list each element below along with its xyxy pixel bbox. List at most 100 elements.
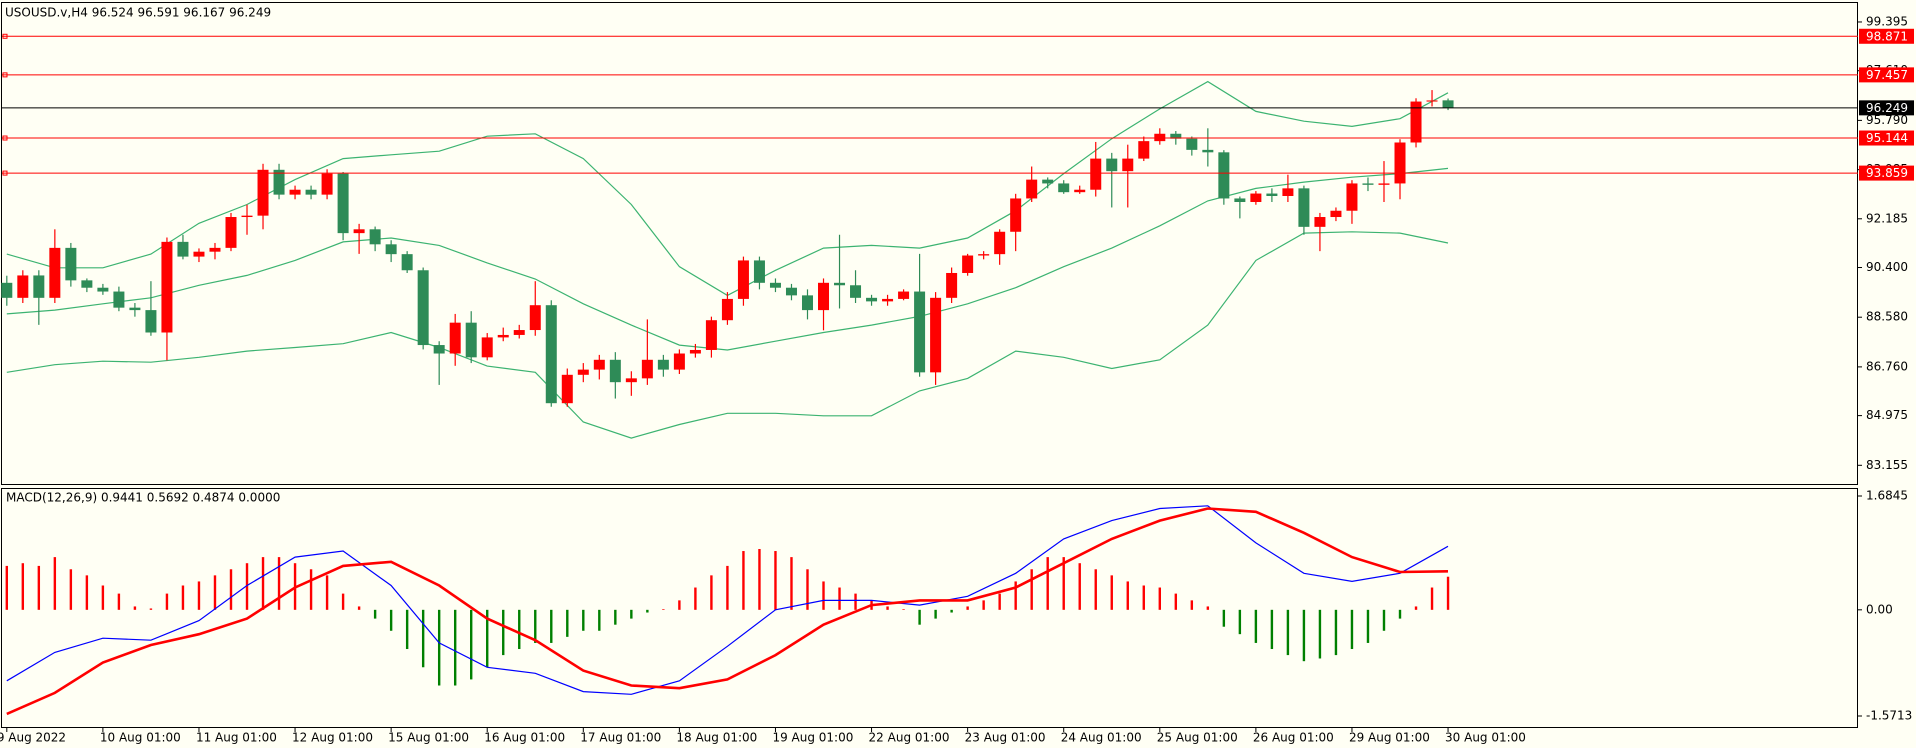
candle-body bbox=[65, 247, 77, 281]
candle-body bbox=[882, 298, 894, 302]
candle-body bbox=[369, 229, 381, 245]
histogram-bar bbox=[149, 608, 153, 610]
candle-body bbox=[353, 229, 365, 234]
histogram-bar bbox=[790, 557, 793, 610]
candle-body bbox=[385, 244, 397, 255]
histogram-bar bbox=[998, 593, 1001, 610]
y-tick-label: 0.00 bbox=[1866, 602, 1893, 616]
histogram-bar bbox=[566, 609, 569, 637]
candle-body bbox=[113, 291, 125, 308]
candle-body bbox=[1106, 158, 1118, 172]
candle-body bbox=[898, 291, 910, 299]
y-tick-label: 92.185 bbox=[1866, 211, 1908, 225]
candle-body bbox=[321, 173, 333, 195]
histogram-bar bbox=[21, 563, 25, 610]
histogram-bar bbox=[726, 565, 729, 610]
histogram-bar bbox=[357, 606, 361, 610]
x-tick-label: 18 Aug 01:00 bbox=[676, 731, 757, 745]
candle-body bbox=[129, 307, 141, 311]
candle-body bbox=[1378, 183, 1390, 185]
candle-body bbox=[994, 231, 1006, 255]
candle-body bbox=[1090, 158, 1102, 190]
candle-body bbox=[241, 215, 253, 218]
level-label: 98.871 bbox=[1866, 29, 1908, 43]
candle-body bbox=[401, 254, 413, 271]
x-tick-label: 29 Aug 01:00 bbox=[1349, 731, 1430, 745]
candle-body bbox=[433, 345, 445, 354]
candle-body bbox=[1, 282, 13, 298]
candle-body bbox=[257, 169, 269, 216]
candle-body bbox=[1074, 189, 1086, 193]
histogram-bar bbox=[1270, 609, 1274, 650]
histogram-bar bbox=[181, 585, 185, 610]
candle-body bbox=[1330, 210, 1342, 218]
histogram-bar bbox=[614, 609, 617, 625]
level-label-box bbox=[1859, 165, 1914, 181]
bollinger-middle bbox=[6, 167, 1449, 351]
candle-body bbox=[737, 260, 749, 299]
candle-body bbox=[337, 173, 349, 234]
x-tick-label: 22 Aug 01:00 bbox=[869, 731, 950, 745]
histogram-bar bbox=[854, 593, 857, 610]
histogram-bar bbox=[678, 600, 681, 610]
level-label-box bbox=[1859, 67, 1914, 83]
x-tick-label: 23 Aug 01:00 bbox=[965, 731, 1046, 745]
level-marker bbox=[2, 135, 8, 141]
y-tick-label: 99.395 bbox=[1866, 14, 1908, 28]
candle-body bbox=[673, 353, 685, 370]
histogram-bar bbox=[53, 557, 57, 610]
candle-body bbox=[577, 369, 589, 375]
histogram-bar bbox=[1446, 576, 1450, 610]
histogram-bar bbox=[213, 575, 217, 610]
signal-line bbox=[6, 507, 1449, 716]
histogram-bar bbox=[37, 565, 41, 610]
candle-body bbox=[1010, 198, 1022, 232]
y-tick-label: -1.5713 bbox=[1866, 709, 1912, 723]
candle-body bbox=[705, 320, 717, 350]
histogram-bar bbox=[261, 557, 265, 610]
candle-body bbox=[1394, 142, 1406, 184]
candle-body bbox=[1410, 101, 1422, 143]
candle-body bbox=[1250, 193, 1262, 203]
histogram-bar bbox=[405, 609, 409, 650]
candle-body bbox=[657, 359, 669, 370]
candle-body bbox=[209, 247, 221, 252]
candle-body bbox=[1122, 158, 1134, 172]
histogram-bar bbox=[389, 609, 393, 631]
candle-body bbox=[1026, 179, 1038, 199]
histogram-bar bbox=[534, 609, 537, 643]
histogram-bar bbox=[486, 609, 489, 668]
histogram-bar bbox=[101, 585, 105, 610]
candle-body bbox=[545, 305, 557, 404]
candle-body bbox=[289, 189, 301, 195]
histogram-bar bbox=[1414, 606, 1418, 610]
histogram-bar bbox=[277, 557, 281, 610]
level-label: 97.457 bbox=[1866, 68, 1908, 82]
histogram-bar bbox=[117, 593, 121, 610]
candle-body bbox=[978, 254, 990, 256]
histogram-bar bbox=[470, 609, 473, 680]
chart-title: USOUSD.v,H4 96.524 96.591 96.167 96.249 bbox=[5, 6, 271, 20]
candle-body bbox=[593, 359, 605, 370]
candle-body bbox=[850, 285, 862, 298]
histogram-bar bbox=[1078, 563, 1081, 610]
histogram-bar bbox=[630, 609, 633, 619]
histogram-bar bbox=[453, 609, 457, 686]
histogram-bar bbox=[518, 609, 521, 650]
candle-body bbox=[529, 305, 541, 331]
candle-body bbox=[946, 272, 958, 298]
macd-panel bbox=[1, 488, 1858, 728]
candle-body bbox=[97, 287, 109, 292]
x-tick-label: 11 Aug 01:00 bbox=[196, 731, 277, 745]
macd-line bbox=[6, 505, 1449, 695]
histogram-bar bbox=[662, 609, 665, 610]
histogram-bar bbox=[1334, 609, 1338, 656]
histogram-bar bbox=[1174, 593, 1178, 610]
candle-body bbox=[1362, 183, 1374, 185]
candle-body bbox=[1346, 183, 1358, 211]
y-tick-label: 90.400 bbox=[1866, 260, 1908, 274]
histogram-bar bbox=[1430, 587, 1434, 610]
histogram-bar bbox=[934, 609, 937, 619]
candle-body bbox=[193, 251, 205, 257]
